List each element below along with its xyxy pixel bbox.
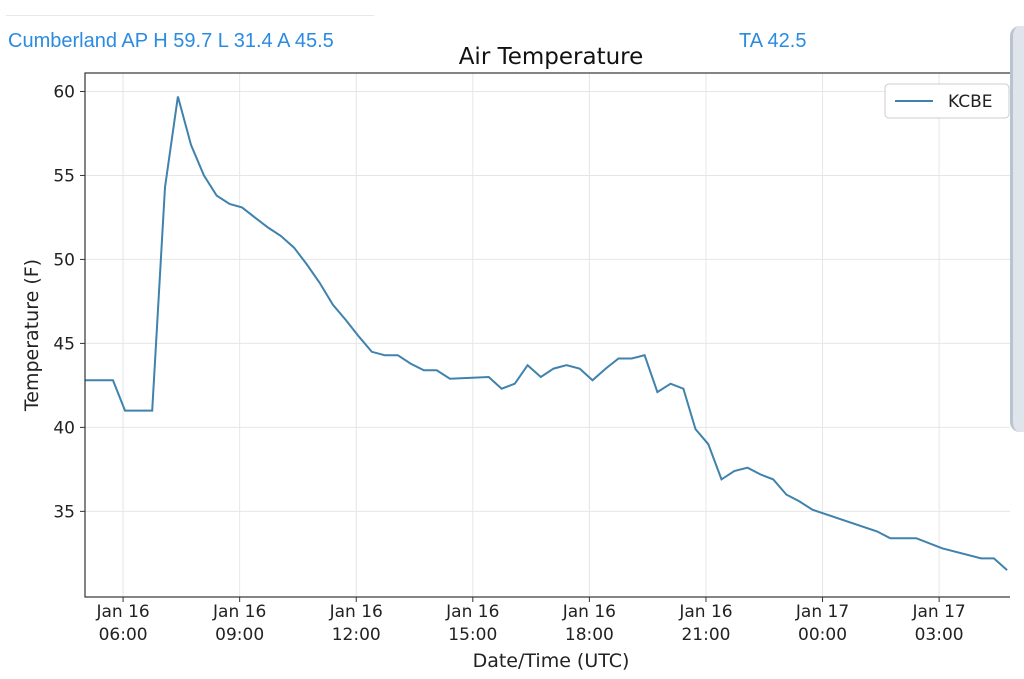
x-tick-time: 21:00 [681, 625, 730, 645]
legend-box [884, 83, 1010, 119]
x-tick-date: Jan 16 [678, 602, 732, 622]
x-tick-date: Jan 17 [911, 602, 965, 622]
chart-title: Air Temperature [459, 44, 644, 70]
x-tick-time: 09:00 [215, 625, 264, 645]
x-tick-time: 12:00 [332, 625, 381, 645]
legend: KCBE [884, 83, 1010, 119]
x-tick-time: 18:00 [565, 625, 614, 645]
x-tick-time: 00:00 [798, 625, 847, 645]
series-line-kcbe [85, 96, 1008, 571]
x-axis-label: Date/Time (UTC) [473, 650, 630, 672]
x-tick-date: Jan 17 [795, 602, 849, 622]
plot-frame [84, 72, 1010, 598]
y-tick-label: 45 [53, 334, 75, 354]
x-tick-date: Jan 16 [445, 602, 499, 622]
x-tick-time: 15:00 [448, 625, 497, 645]
side-panel-handle[interactable] [1010, 26, 1024, 432]
legend-label: KCBE [948, 92, 993, 112]
x-tick-time: 06:00 [99, 625, 148, 645]
station-summary: Cumberland AP H 59.7 L 31.4 A 45.5 [8, 30, 334, 52]
y-tick-label: 40 [53, 418, 75, 438]
divider [6, 15, 374, 16]
x-tick-time: 03:00 [915, 625, 964, 645]
y-axis-label: Temperature (F) [21, 259, 43, 412]
y-tick-label: 60 [53, 82, 75, 102]
x-tick-date: Jan 16 [212, 602, 266, 622]
y-tick-label: 50 [53, 250, 75, 270]
ta-value: TA 42.5 [739, 30, 807, 52]
y-tick-label: 55 [53, 166, 75, 186]
y-tick-label: 35 [53, 502, 75, 522]
x-tick-date: Jan 16 [95, 602, 149, 622]
x-tick-date: Jan 16 [329, 602, 383, 622]
x-tick-date: Jan 16 [562, 602, 616, 622]
